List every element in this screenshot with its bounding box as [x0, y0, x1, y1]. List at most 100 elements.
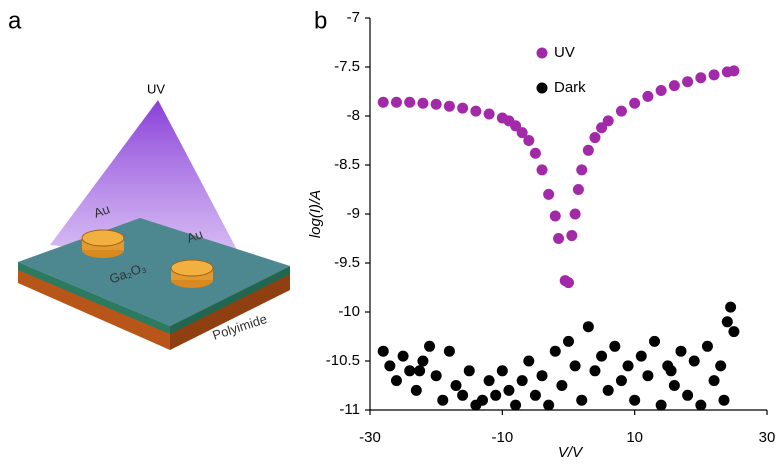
point — [655, 85, 667, 97]
point — [536, 370, 548, 382]
point — [443, 100, 455, 112]
point — [655, 399, 667, 411]
point — [377, 96, 389, 108]
point — [589, 365, 601, 377]
x-tick-label: -30 — [359, 429, 381, 446]
point — [496, 365, 508, 377]
point — [695, 399, 707, 411]
point — [457, 389, 469, 401]
y-tick-label: -8 — [347, 107, 360, 124]
point — [569, 360, 581, 372]
point — [417, 97, 429, 109]
point — [424, 340, 436, 352]
point — [566, 230, 578, 242]
point — [556, 380, 568, 391]
point — [701, 340, 713, 352]
y-tick-label: -9.5 — [334, 254, 360, 271]
point — [728, 326, 740, 338]
point — [404, 96, 416, 108]
point — [708, 375, 720, 387]
point — [569, 208, 581, 220]
point — [582, 321, 594, 333]
point — [553, 233, 565, 244]
legend-label: UV — [554, 44, 575, 61]
x-tick-label: 30 — [759, 429, 776, 446]
point — [404, 365, 416, 377]
point — [377, 345, 389, 357]
panel-label: b — [314, 7, 327, 34]
electrode — [81, 229, 125, 247]
point — [516, 127, 528, 139]
point — [417, 355, 429, 367]
panel-label: a — [8, 7, 22, 34]
point — [682, 389, 694, 401]
point — [503, 384, 515, 396]
point — [543, 399, 555, 411]
point — [483, 108, 495, 120]
x-tick-label: -10 — [491, 429, 513, 446]
legend-marker — [536, 47, 548, 59]
point — [563, 335, 574, 347]
point — [414, 365, 426, 377]
diagram-label: Au — [92, 201, 112, 221]
point — [450, 380, 462, 391]
point — [675, 345, 687, 357]
ga2o3-side — [170, 266, 290, 334]
diagram-label: UV — [147, 81, 165, 96]
legend-label: Dark — [554, 79, 586, 96]
y-tick-label: -10.5 — [326, 352, 360, 369]
ga2o3-side — [18, 262, 170, 334]
y-tick-label: -7 — [347, 9, 360, 26]
point — [609, 340, 621, 352]
point — [549, 345, 561, 357]
electrode — [170, 259, 214, 277]
point — [410, 384, 422, 396]
point — [390, 96, 402, 108]
point — [470, 105, 482, 117]
point — [576, 394, 588, 406]
point — [536, 164, 548, 176]
point — [437, 394, 449, 406]
point — [715, 360, 727, 372]
point — [483, 375, 495, 387]
point — [728, 65, 740, 77]
polyimide-side — [18, 268, 170, 350]
point — [529, 389, 541, 401]
point — [665, 365, 677, 377]
point — [430, 370, 442, 382]
point — [596, 122, 608, 134]
point — [718, 394, 730, 406]
point — [523, 135, 535, 146]
point — [649, 335, 661, 347]
point — [725, 301, 737, 313]
legend-marker — [536, 82, 548, 94]
point — [510, 120, 522, 132]
point — [668, 380, 680, 391]
point — [635, 350, 647, 362]
y-axis-label: log(I)/A — [307, 190, 324, 238]
point — [602, 384, 614, 396]
point — [602, 115, 614, 127]
x-axis-label: V/V — [558, 444, 584, 461]
point — [563, 277, 574, 289]
y-tick-label: -8.5 — [334, 156, 360, 173]
point — [384, 360, 396, 372]
y-tick-label: -7.5 — [334, 58, 360, 75]
point — [443, 345, 455, 357]
point — [622, 360, 634, 372]
point — [516, 375, 528, 387]
point — [430, 98, 442, 110]
point — [668, 80, 680, 92]
point — [688, 355, 700, 367]
point — [397, 350, 409, 362]
y-tick-label: -10 — [338, 303, 360, 320]
point — [695, 72, 707, 84]
x-tick-label: 10 — [626, 429, 643, 446]
point — [510, 399, 522, 411]
uv-beam — [50, 100, 245, 265]
point — [721, 316, 733, 328]
point — [629, 97, 641, 109]
point — [463, 365, 475, 377]
y-tick-label: -11 — [339, 401, 360, 418]
